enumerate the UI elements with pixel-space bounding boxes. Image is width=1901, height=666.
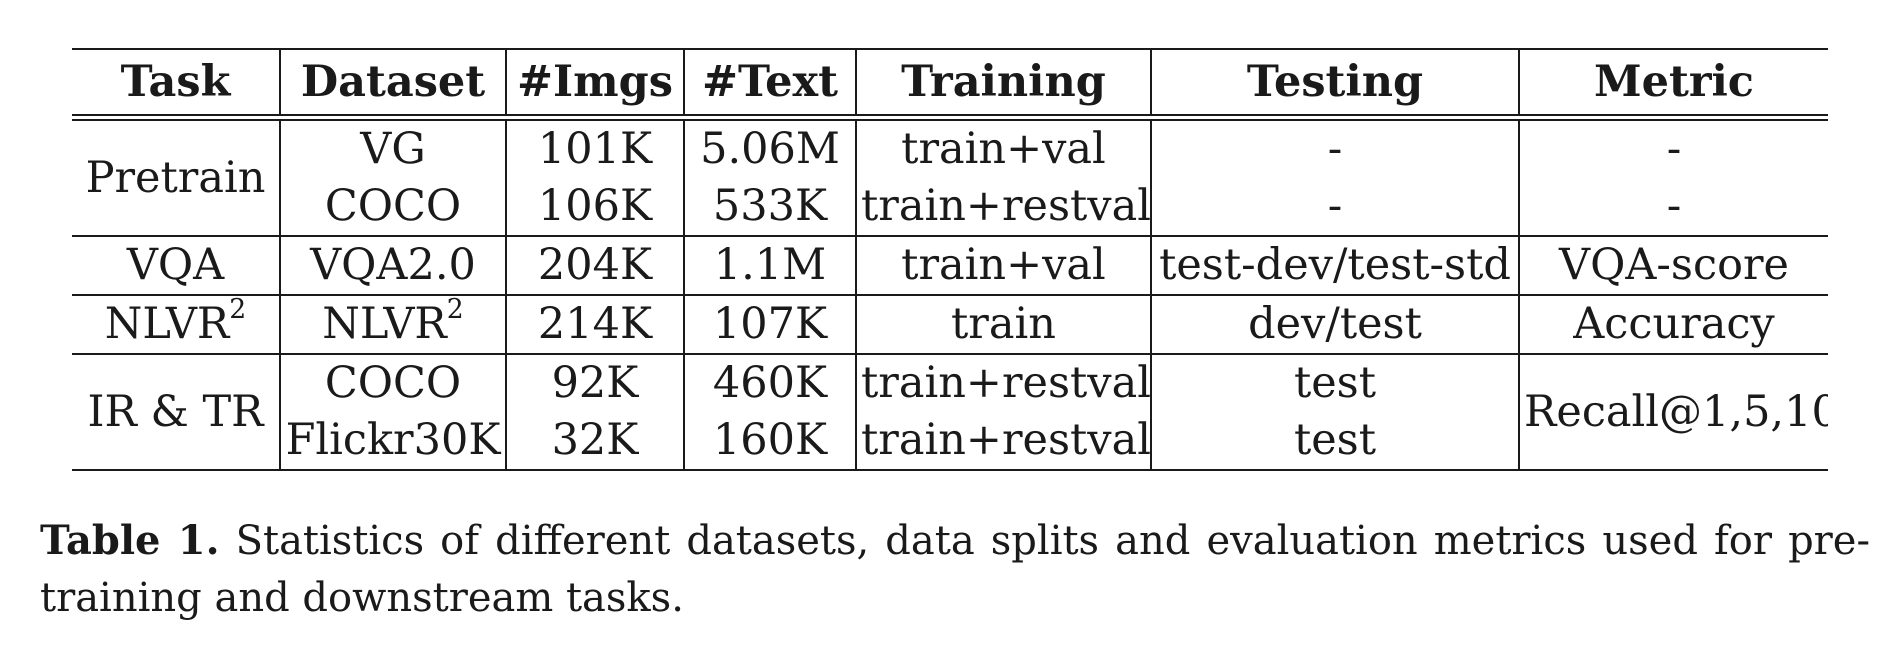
imgs-cell: 204K — [505, 236, 684, 296]
task-cell-pretrain: Pretrain — [72, 117, 280, 237]
header-dataset: Dataset — [279, 48, 506, 121]
testing-cell: test-dev/test-std — [1150, 236, 1519, 296]
dataset-label: VG — [360, 124, 426, 174]
task-label: Pretrain — [85, 152, 266, 203]
dataset-cell: COCO — [279, 354, 506, 412]
task-label: NLVR — [104, 299, 230, 349]
dataset-superscript: 2 — [446, 295, 464, 326]
dataset-cell: VG — [279, 117, 506, 178]
imgs-cell: 106K — [505, 178, 684, 237]
text-cell: 533K — [683, 178, 856, 237]
metric-cell: - — [1518, 117, 1828, 178]
task-label: IR & TR — [87, 386, 264, 437]
metric-cell-ir-tr: Recall@1,5,10 — [1518, 354, 1828, 471]
task-cell-ir-tr: IR & TR — [72, 354, 280, 471]
metric-cell: VQA-score — [1518, 236, 1828, 296]
testing-cell: test — [1150, 354, 1519, 412]
table-row: COCO 106K 533K train+restval - - — [72, 178, 1828, 237]
dataset-label: NLVR — [322, 299, 447, 349]
imgs-cell: 92K — [505, 354, 684, 412]
dataset-cell: COCO — [279, 178, 506, 237]
dataset-cell: Flickr30K — [279, 412, 506, 471]
dataset-label: VQA2.0 — [310, 240, 476, 290]
metric-cell: Accuracy — [1518, 295, 1828, 355]
dataset-label: Flickr30K — [285, 415, 501, 465]
task-cell-vqa: VQA — [72, 236, 280, 296]
task-label: VQA — [126, 240, 225, 290]
header-training: Training — [855, 48, 1151, 121]
dataset-label: COCO — [324, 181, 462, 231]
dataset-label: COCO — [324, 358, 462, 408]
text-cell: 1.1M — [683, 236, 856, 296]
testing-cell: dev/test — [1150, 295, 1519, 355]
header-text: #Text — [683, 48, 856, 121]
table-row: Flickr30K 32K 160K train+restval test — [72, 412, 1828, 471]
table-caption: Table 1. Statistics of different dataset… — [40, 512, 1870, 627]
table-row: Pretrain VG 101K 5.06M train+val - - — [72, 117, 1828, 237]
table-row: VQA VQA2.0 204K 1.1M train+val test-dev/… — [72, 236, 1828, 296]
caption-label: Table 1. — [40, 517, 220, 564]
training-cell: train — [855, 295, 1151, 355]
caption-text: Statistics of different datasets, data s… — [40, 518, 1870, 621]
header-metric: Metric — [1518, 48, 1828, 121]
testing-cell: - — [1150, 117, 1519, 178]
dataset-cell: VQA2.0 — [279, 236, 506, 296]
table-row: IR & TR COCO 92K 460K train+restval test… — [72, 354, 1828, 471]
imgs-cell: 32K — [505, 412, 684, 471]
table-header-row: Task Dataset #Imgs #Text Training Testin… — [72, 48, 1828, 121]
task-superscript: 2 — [229, 295, 247, 326]
dataset-statistics-table: Task Dataset #Imgs #Text Training Testin… — [72, 48, 1828, 471]
table-row: NLVR2 NLVR2 214K 107K train dev/test Acc… — [72, 295, 1828, 355]
header-task: Task — [72, 48, 280, 121]
task-cell-nlvr2: NLVR2 — [72, 295, 280, 355]
text-cell: 5.06M — [683, 117, 856, 178]
dataset-statistics-table-container: Task Dataset #Imgs #Text Training Testin… — [72, 48, 1828, 471]
testing-cell: - — [1150, 178, 1519, 237]
metric-cell: - — [1518, 178, 1828, 237]
imgs-cell: 101K — [505, 117, 684, 178]
header-imgs: #Imgs — [505, 48, 684, 121]
training-cell: train+restval — [855, 178, 1151, 237]
text-cell: 460K — [683, 354, 856, 412]
training-cell: train+restval — [855, 412, 1151, 471]
training-cell: train+restval — [855, 354, 1151, 412]
testing-cell: test — [1150, 412, 1519, 471]
training-cell: train+val — [855, 236, 1151, 296]
text-cell: 107K — [683, 295, 856, 355]
text-cell: 160K — [683, 412, 856, 471]
header-testing: Testing — [1150, 48, 1519, 121]
training-cell: train+val — [855, 117, 1151, 178]
imgs-cell: 214K — [505, 295, 684, 355]
dataset-cell: NLVR2 — [279, 295, 506, 355]
